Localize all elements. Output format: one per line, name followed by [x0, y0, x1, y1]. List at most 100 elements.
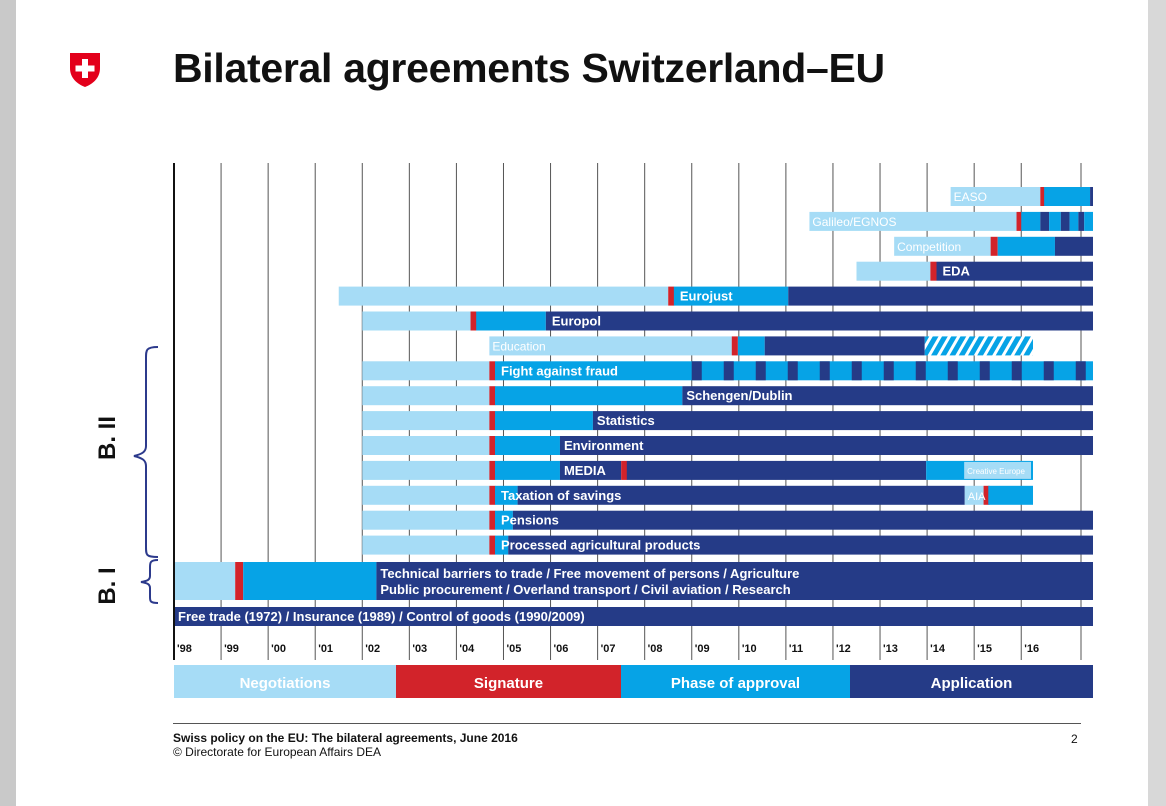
gantt-segment	[621, 460, 628, 480]
gantt-segment	[545, 311, 1093, 331]
gantt-segment	[508, 535, 1094, 555]
gantt-segment	[1040, 211, 1050, 231]
legend-label: Signature	[474, 675, 543, 692]
gantt-segment	[682, 386, 1093, 406]
gantt-segment	[489, 386, 496, 406]
gantt-row: Statistics	[362, 411, 1093, 431]
gantt-row-label: Processed agricultural products	[501, 538, 700, 553]
gantt-segment	[997, 236, 1055, 256]
gantt-segment	[489, 336, 732, 356]
gantt-segment	[1069, 211, 1079, 231]
gantt-segment	[731, 336, 738, 356]
gantt-row-label: EASO	[954, 190, 987, 204]
gantt-segment-dash	[755, 361, 766, 381]
page-number: 2	[1071, 732, 1078, 746]
gantt-row: EDA	[856, 261, 1093, 281]
gantt-segment-dash	[1011, 361, 1022, 381]
gantt-segment	[489, 460, 496, 480]
gantt-segment	[495, 436, 560, 455]
swiss-cross-logo	[70, 53, 100, 87]
gantt-segment	[495, 411, 593, 431]
gantt-row: Education	[489, 336, 1033, 356]
gantt-segment	[1049, 211, 1061, 231]
legend-swatch	[850, 665, 1093, 698]
x-tick-label: '06	[554, 643, 569, 655]
gantt-row: Pensions	[362, 510, 1093, 530]
gantt-segment	[362, 535, 490, 555]
gantt-segment	[1054, 236, 1093, 256]
gantt-row-label-2: Public procurement / Overland transport …	[380, 582, 790, 597]
gantt-row: Competition	[894, 236, 1093, 256]
gantt-row-label: Europol	[552, 314, 601, 329]
x-tick-label: '03	[412, 643, 427, 655]
x-tick-label: '12	[836, 643, 851, 655]
gantt-segment	[476, 311, 546, 331]
gantt-segment	[489, 436, 496, 455]
gantt-segment	[788, 286, 1093, 306]
gantt-row-label: Statistics	[597, 413, 655, 428]
gantt-segment	[489, 485, 496, 505]
gantt-segment-dash	[883, 361, 894, 381]
gantt-row-label: Technical barriers to trade / Free movem…	[380, 566, 799, 581]
x-tick-label: '05	[506, 643, 521, 655]
gantt-segment	[924, 336, 1033, 356]
gantt-segment	[990, 236, 998, 256]
gantt-segment	[1060, 211, 1070, 231]
gantt-row: Environment	[362, 436, 1093, 455]
gantt-row: Processed agricultural products	[362, 535, 1094, 555]
gantt-segment	[764, 336, 925, 356]
gantt-row: Technical barriers to trade / Free movem…	[175, 562, 1093, 600]
footer-source: Swiss policy on the EU: The bilateral ag…	[173, 731, 518, 745]
gantt-segment	[495, 361, 692, 381]
x-tick-label: '14	[930, 643, 946, 655]
gantt-segment	[936, 261, 1093, 281]
gantt-segment	[1044, 187, 1091, 206]
bracket-b2	[133, 346, 159, 558]
gantt-segment	[1016, 211, 1023, 231]
gantt-segment-dash	[691, 361, 702, 381]
gantt-segment	[894, 236, 991, 256]
gantt-segment	[1040, 187, 1047, 206]
gantt-row: EASO	[950, 187, 1093, 206]
aia-label: AIA	[968, 491, 986, 503]
gantt-segment	[517, 485, 965, 505]
creative-europe-box	[964, 461, 1031, 479]
x-tick-label: '10	[742, 643, 757, 655]
gantt-segment	[592, 411, 1093, 431]
gantt-row: Fight against fraud	[362, 361, 1093, 381]
gantt-segment	[470, 311, 477, 331]
gantt-segment	[559, 436, 1093, 455]
gantt-segment	[362, 386, 490, 406]
gantt-segment	[235, 562, 244, 600]
bracket-b1	[140, 559, 159, 604]
gantt-segment	[362, 485, 490, 505]
x-tick-label: '01	[318, 643, 333, 655]
gantt-row: Europol	[362, 311, 1093, 331]
x-tick-label: '15	[977, 643, 992, 655]
gantt-row-label: Fight against fraud	[501, 363, 618, 378]
gantt-segment-dash	[723, 361, 734, 381]
gantt-segment	[495, 535, 509, 555]
gantt-segment	[559, 460, 622, 480]
gantt-row-label: MEDIA	[564, 463, 607, 478]
gantt-segment	[930, 261, 937, 281]
gantt-segment-dash	[947, 361, 958, 381]
legend-label: Negotiations	[240, 675, 331, 692]
gantt-segment	[988, 485, 1033, 505]
gantt-row-label: Competition	[897, 240, 961, 254]
gantt-segment	[673, 286, 789, 306]
gantt-segment-dash	[979, 361, 990, 381]
window-frame	[1148, 0, 1166, 806]
x-tick-label: '13	[883, 643, 898, 655]
gantt-segment	[1021, 211, 1041, 231]
gantt-segment	[175, 607, 1093, 626]
footer-copyright: © Directorate for European Affairs DEA	[173, 745, 382, 759]
gantt-segment	[856, 261, 931, 281]
gantt-segment	[512, 510, 1093, 530]
x-tick-label: '00	[271, 643, 286, 655]
gantt-segment	[626, 460, 927, 480]
gantt-segment	[1084, 211, 1093, 231]
gantt-segment	[362, 411, 490, 431]
gantt-segment	[495, 485, 518, 505]
gantt-segment	[495, 386, 683, 406]
